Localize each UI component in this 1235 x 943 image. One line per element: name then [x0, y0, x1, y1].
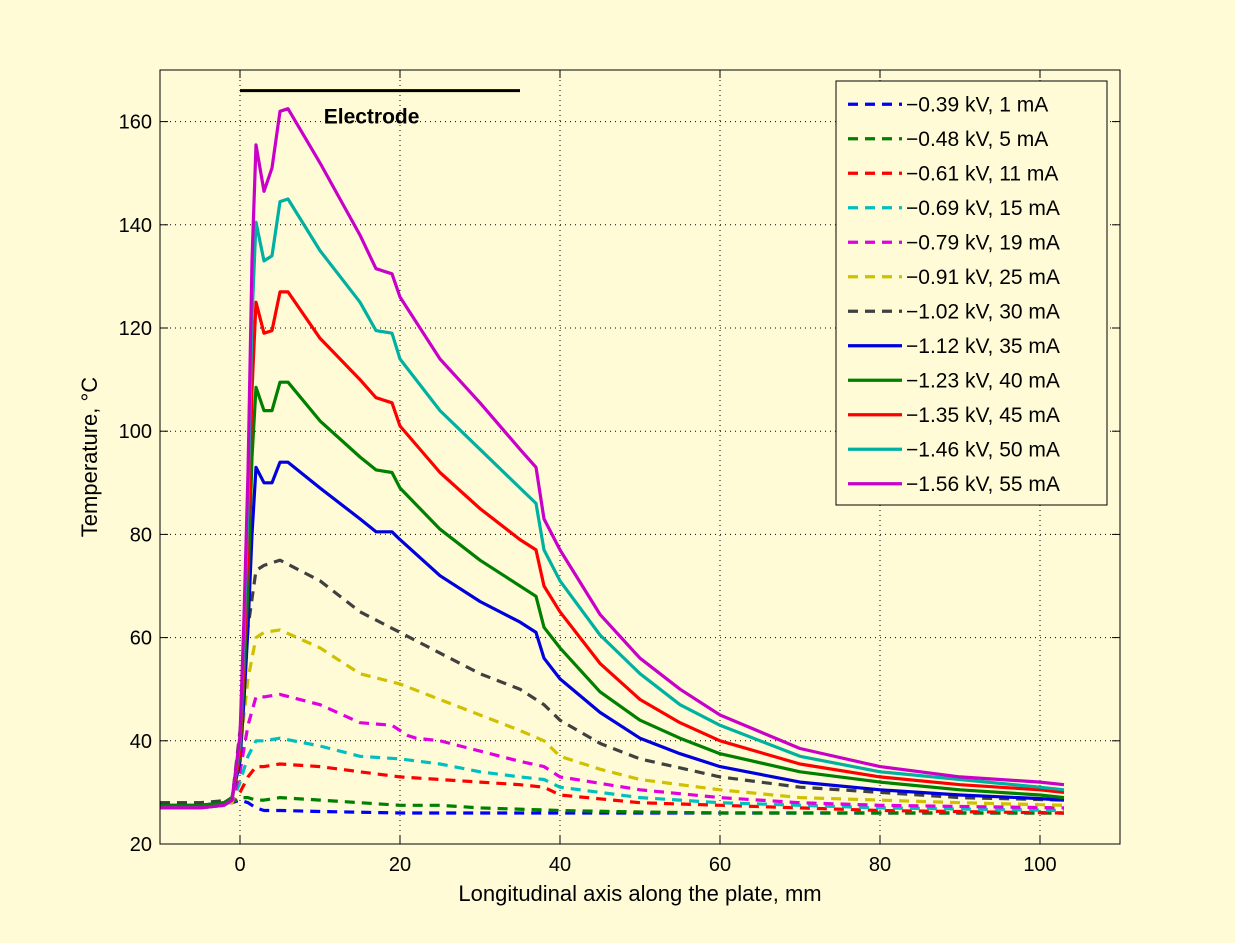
legend-entry: −1.35 kV, 45 mA: [906, 404, 1060, 427]
legend-entry: −0.39 kV, 1 mA: [906, 93, 1048, 116]
series-line-3: [160, 762, 1065, 815]
legend-entry: −1.02 kV, 30 mA: [906, 300, 1060, 323]
y-tick-label: 100: [119, 421, 152, 443]
legend-entry: −1.56 kV, 55 mA: [906, 473, 1060, 496]
legend-entry: −1.46 kV, 50 mA: [906, 438, 1060, 461]
x-tick-label: 20: [389, 854, 411, 876]
y-tick-label: 160: [119, 112, 152, 134]
legend-entry: −0.91 kV, 25 mA: [906, 266, 1060, 289]
legend-entry: −0.61 kV, 11 mA: [906, 162, 1058, 185]
series-line-5: [160, 692, 1065, 810]
series-line-4: [160, 736, 1065, 813]
x-axis-label: Longitudinal axis along the plate, mm: [458, 881, 821, 906]
y-tick-label: 140: [119, 215, 152, 237]
y-axis-label: Temperature, °C: [77, 377, 102, 538]
y-tick-label: 60: [130, 628, 152, 650]
x-tick-label: 80: [869, 854, 891, 876]
axis-ticks: 0 20 40 60 80 100 20 40 60 80 100 120 140 160: [119, 70, 1120, 876]
legend-entry: −0.69 kV, 15 mA: [906, 197, 1060, 220]
legend-entry: −0.79 kV, 19 mA: [906, 231, 1060, 254]
legend: −0.39 kV, 1 mA −0.48 kV, 5 mA −0.61 kV, 11…: [835, 80, 1108, 506]
legend-box: [835, 80, 1108, 506]
series-line-2: [160, 795, 1064, 815]
x-tick-label: 40: [549, 854, 571, 876]
x-tick-label: 60: [709, 854, 731, 876]
x-tick-label: 0: [234, 854, 245, 876]
legend-entry: −1.23 kV, 40 mA: [906, 369, 1060, 392]
series-lines: [160, 107, 1065, 815]
legend-entry: −1.12 kV, 35 mA: [906, 335, 1060, 358]
legend-entry: −0.48 kV, 5 mA: [906, 128, 1048, 151]
series-line-12: [160, 107, 1065, 810]
x-tick-label: 100: [1023, 854, 1056, 876]
y-tick-label: 20: [130, 834, 152, 856]
electrode-label: Electrode: [324, 106, 420, 129]
y-tick-label: 80: [130, 524, 152, 546]
y-tick-label: 120: [119, 318, 152, 340]
plot-frame: [159, 69, 1121, 845]
y-tick-label: 40: [130, 731, 152, 753]
electrode-annotation: Electrode: [240, 89, 520, 129]
